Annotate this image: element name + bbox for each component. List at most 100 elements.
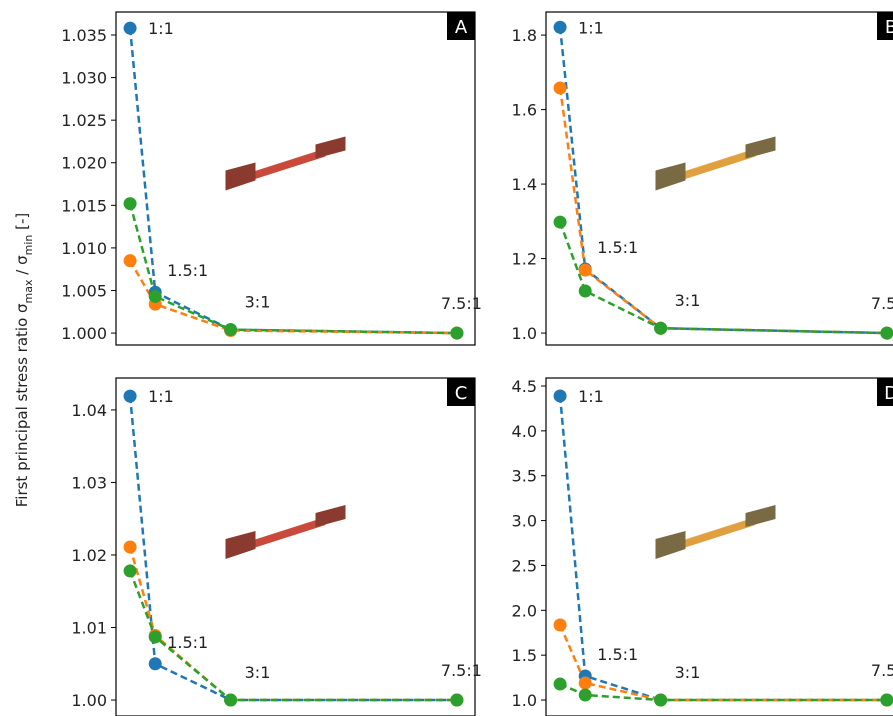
data-point (880, 693, 893, 707)
data-point (224, 323, 238, 337)
point-label: 1.5:1 (597, 238, 638, 257)
specimen-image (655, 505, 776, 559)
y-tick-label: 1.000 (61, 324, 107, 343)
y-tick-label: 3.5 (512, 467, 537, 486)
panel-label-box (447, 378, 475, 406)
data-point (224, 693, 238, 707)
y-tick-label: 1.035 (61, 26, 107, 45)
panel-label-box (877, 378, 893, 406)
y-tick-label: 1.015 (61, 196, 107, 215)
specimen-image (655, 136, 776, 191)
panel-label: A (455, 17, 468, 38)
series-line (558, 87, 887, 335)
point-label: 3:1 (675, 663, 701, 682)
data-point (578, 263, 592, 277)
data-point (123, 389, 137, 403)
series-line (128, 546, 457, 702)
y-tick-label: 1.005 (61, 281, 107, 300)
data-point (148, 289, 162, 303)
data-point (148, 630, 162, 644)
series-line (128, 570, 457, 702)
y-tick-label: 1.6 (512, 101, 537, 120)
data-point (450, 693, 464, 707)
y-tick-label: 1.00 (71, 691, 107, 710)
y-tick-label: 1.8 (512, 26, 537, 45)
data-point (123, 564, 137, 578)
y-tick-label: 1.0 (512, 324, 537, 343)
data-point (578, 676, 592, 690)
data-point (553, 389, 567, 403)
point-label: 7.5:1 (871, 294, 893, 313)
point-label: 7.5:1 (441, 294, 482, 313)
point-label: 1.5:1 (597, 645, 638, 664)
point-label: 3:1 (675, 291, 701, 310)
data-point (553, 677, 567, 691)
y-tick-label: 1.02 (71, 546, 107, 565)
plot-frame (545, 11, 893, 346)
y-tick-label: 1.01 (71, 619, 107, 638)
y-tick-label: 1.025 (61, 111, 107, 130)
y-tick-label: 4.5 (512, 377, 537, 396)
specimen-grip (315, 136, 346, 159)
panel-label: D (884, 383, 893, 404)
point-label: 1:1 (578, 387, 604, 406)
series-line (558, 624, 887, 702)
y-tick-label: 1.0 (512, 691, 537, 710)
y-axis-label: First principal stress ratio σmax / σmin… (13, 213, 35, 508)
panel-label: C (455, 383, 468, 404)
y-tick-label: 2.0 (512, 601, 537, 620)
data-point (123, 254, 137, 268)
point-label: 7.5:1 (441, 661, 482, 680)
y-tick-label: 1.2 (512, 250, 537, 269)
plot-frame (545, 377, 893, 716)
data-point (578, 284, 592, 298)
plot-frame (115, 11, 476, 346)
point-label: 1.5:1 (167, 261, 208, 280)
specimen-grip (315, 505, 346, 527)
y-label-part: / σ (13, 255, 31, 280)
data-point (553, 618, 567, 632)
specimen-image (225, 505, 346, 559)
series-line (128, 203, 457, 335)
data-point (123, 540, 137, 554)
panel-label-box (877, 12, 893, 40)
data-point (553, 215, 567, 229)
y-tick-label: 1.4 (512, 175, 537, 194)
y-tick-label: 3.0 (512, 512, 537, 531)
y-label-sub: max (22, 279, 35, 303)
data-point (123, 197, 137, 211)
point-label: 3:1 (245, 293, 271, 312)
data-point (553, 81, 567, 95)
series-line (559, 682, 887, 702)
y-tick-label: 1.030 (61, 69, 107, 88)
y-label-sub: min (22, 235, 35, 256)
specimen-grip (225, 162, 256, 191)
specimen-grip (745, 505, 776, 527)
y-tick-label: 1.5 (512, 646, 537, 665)
specimen-grip (225, 531, 256, 559)
series-line (128, 28, 457, 335)
point-label: 7.5:1 (871, 661, 893, 680)
point-label: 1:1 (578, 18, 604, 37)
specimen-image (225, 136, 346, 191)
data-point (148, 657, 162, 671)
specimen-grip (655, 162, 686, 191)
point-label: 1.5:1 (167, 633, 208, 652)
data-point (654, 321, 668, 335)
data-point (880, 326, 893, 340)
y-tick-label: 1.010 (61, 239, 107, 258)
y-label-part: [-] (13, 213, 31, 235)
y-tick-label: 2.5 (512, 556, 537, 575)
point-label: 1:1 (148, 19, 174, 38)
point-label: 1:1 (148, 387, 174, 406)
y-tick-label: 4.0 (512, 422, 537, 441)
specimen-grip (745, 136, 776, 159)
y-tick-label: 1.020 (61, 154, 107, 173)
y-tick-label: 1.03 (71, 473, 107, 492)
y-tick-label: 1.04 (71, 401, 107, 420)
series-line (558, 221, 887, 335)
data-point (123, 21, 137, 35)
data-point (654, 693, 668, 707)
